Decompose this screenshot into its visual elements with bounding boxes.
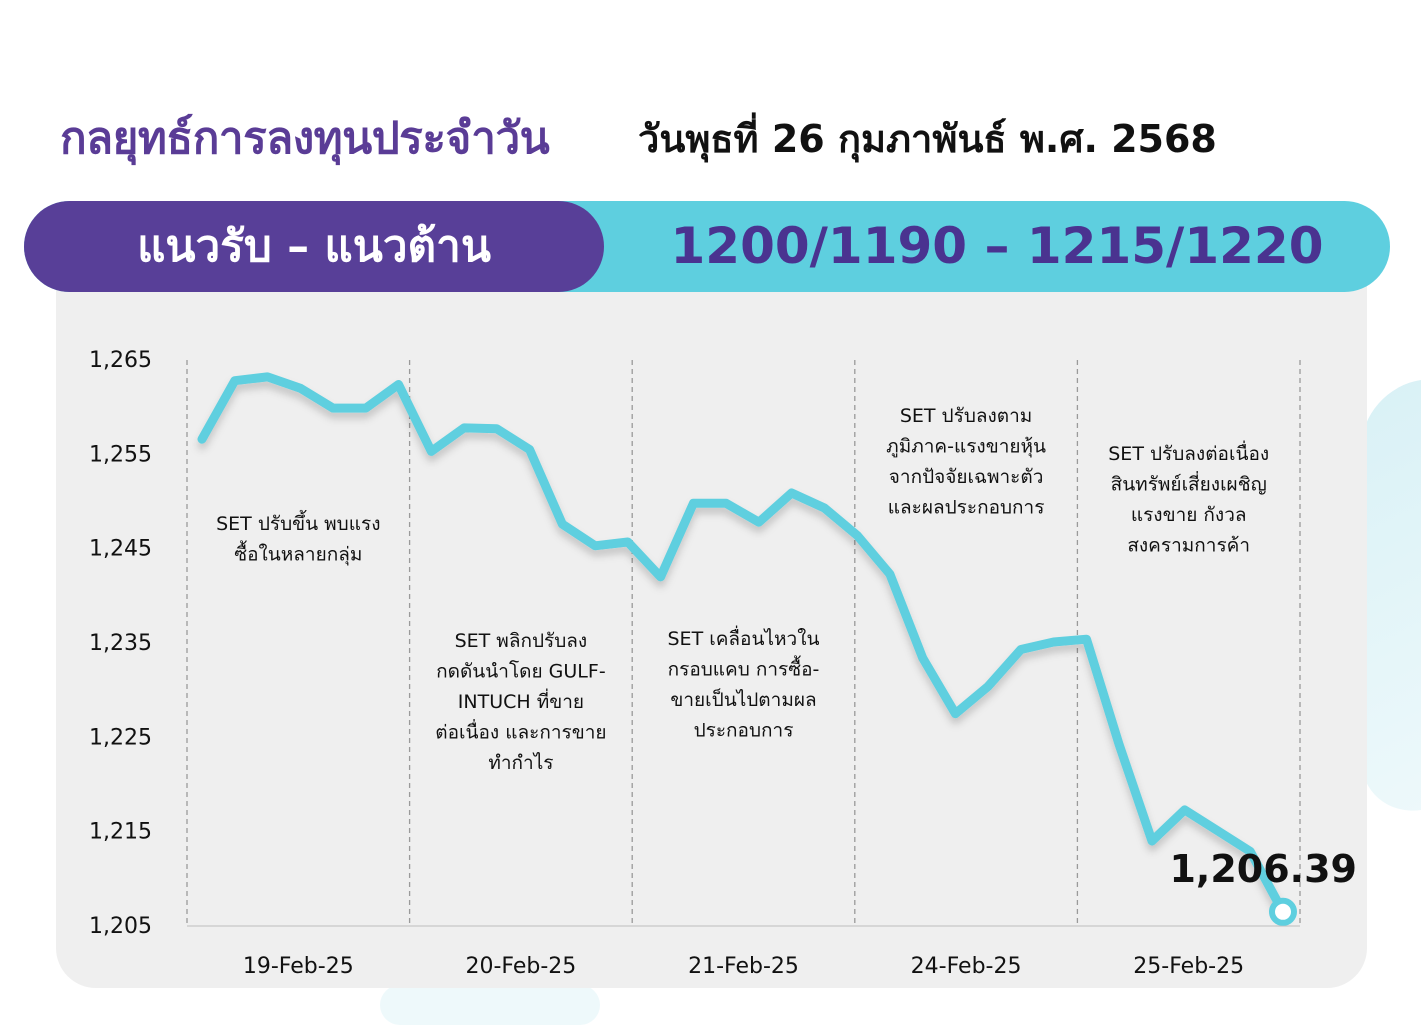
y-tick-label: 1,245 [89,537,152,562]
x-tick-label: 24-Feb-25 [911,954,1022,979]
page-title: กลยุทธ์การลงทุนประจำวัน [60,113,550,164]
x-tick-label: 20-Feb-25 [465,954,576,979]
x-axis-ticks: 19-Feb-25 20-Feb-25 21-Feb-25 24-Feb-25 25-F… [243,954,1244,979]
y-tick-label: 1,225 [89,725,152,750]
annotation-text: SET เคลื่อนไหวในกรอบแคบ การซื้อ-ขายเป็นไ… [668,625,820,742]
grid-layer [186,360,1301,927]
annotation-text: SET ปรับขึ้น พบแรงซื้อในหลายกลุ่ม [216,510,380,567]
y-tick-label: 1,265 [89,348,152,373]
support-resistance-band: แนวรับ – แนวต้าน 1200/1190 – 1215/1220 [24,201,1390,292]
y-tick-label: 1,205 [89,914,152,939]
y-tick-label: 1,215 [89,820,152,845]
x-tick-label: 25-Feb-25 [1133,954,1244,979]
annotations: SET ปรับขึ้น พบแรงซื้อในหลายกลุ่ม SET พลิ… [216,405,1269,774]
support-resistance-label: แนวรับ – แนวต้าน [137,221,491,272]
annotation-text: SET พลิกปรับลงกดดันนำโดย GULF-INTUCH ที่… [435,630,606,774]
last-point-marker [1269,897,1297,926]
x-tick-label: 21-Feb-25 [688,954,799,979]
support-resistance-value: 1200/1190 – 1215/1220 [670,217,1324,275]
y-tick-label: 1,255 [89,442,152,467]
chart-panel [56,282,1367,988]
series-layer [197,372,1297,926]
annotation-text: SET ปรับลงต่อเนื่องสินทรัพย์เสี่ยงเผชิญแ… [1108,440,1269,557]
support-resistance-label-box [24,201,604,292]
page-date: วันพุธที่ 26 กุมภาพันธ์ พ.ศ. 2568 [638,117,1217,161]
y-tick-label: 1,235 [89,631,152,656]
y-axis-ticks: 1,265 1,255 1,245 1,235 1,225 1,215 1,205 [89,348,152,939]
last-value-label: 1,206.39 [1169,847,1357,891]
last-value-layer: 1,206.39 [1169,847,1357,891]
x-tick-label: 19-Feb-25 [243,954,354,979]
annotation-text: SET ปรับลงตามภูมิภาค-แรงขายหุ้นจากปัจจัย… [886,405,1046,519]
set-index-line [197,372,1288,917]
